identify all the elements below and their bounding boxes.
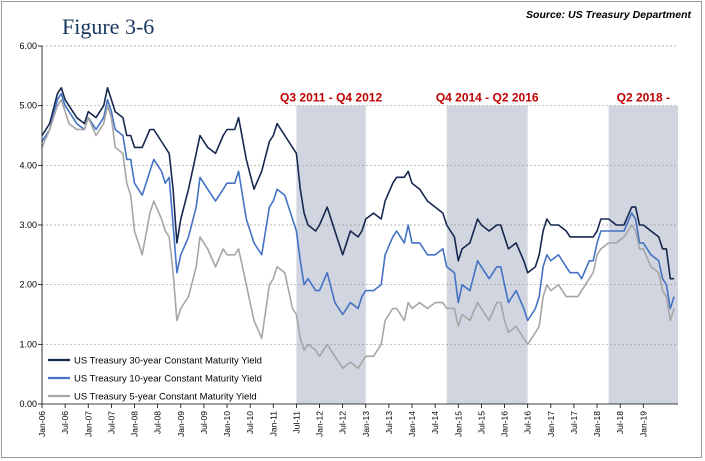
period-label: Q4 2014 - Q2 2016 — [436, 91, 539, 105]
x-tick-label: Jul-18 — [615, 411, 625, 434]
x-tick-label: Jul-16 — [523, 411, 533, 434]
figure-title: Figure 3-6 — [62, 14, 155, 39]
y-tick-label: 5.00 — [19, 101, 37, 111]
x-tick-label: Jul-09 — [199, 411, 209, 434]
y-tick-label: 1.00 — [19, 339, 37, 349]
y-tick-label: 0.00 — [19, 399, 37, 409]
y-tick-label: 6.00 — [19, 41, 37, 51]
x-tick-label: Jul-13 — [384, 411, 394, 434]
legend-label: US Treasury 10-year Constant Maturity Yi… — [74, 374, 262, 385]
legend-label: US Treasury 5-year Constant Maturity Yie… — [74, 392, 257, 403]
x-tick-label: Jan-17 — [546, 411, 556, 437]
legend-label: US Treasury 30-year Constant Maturity Yi… — [74, 356, 262, 367]
x-tick-label: Jul-06 — [60, 411, 70, 434]
x-tick-label: Jul-11 — [291, 411, 301, 434]
series-line-2 — [41, 92, 675, 322]
series-line-1 — [41, 87, 675, 280]
x-tick-label: Jul-14 — [430, 411, 440, 434]
x-tick-label: Jan-10 — [222, 411, 232, 437]
period-label: Q3 2011 - Q4 2012 — [280, 91, 382, 105]
y-axis-ticks: 0.00 1.00 2.00 3.00 4.00 5.00 6.00 — [19, 41, 42, 409]
x-tick-label: Jan-16 — [500, 411, 510, 437]
legend: US Treasury 30-year Constant Maturity Yi… — [48, 356, 262, 403]
shaded-periods — [296, 105, 678, 405]
x-tick-label: Jul-07 — [106, 411, 116, 434]
period-label: Q2 2018 - — [617, 91, 670, 105]
axes — [41, 46, 678, 405]
x-tick-label: Jan-19 — [638, 411, 648, 437]
x-tick-label: Jan-08 — [130, 411, 140, 437]
x-tick-label: Jul-15 — [476, 411, 486, 434]
x-tick-label: Jan-14 — [407, 411, 417, 437]
period-labels: Q3 2011 - Q4 2012 Q4 2014 - Q2 2016 Q2 201… — [280, 91, 670, 105]
x-tick-label: Jan-11 — [268, 411, 278, 437]
series-line-3 — [41, 98, 675, 369]
x-tick-label: Jan-15 — [453, 411, 463, 437]
x-tick-label: Jul-12 — [338, 411, 348, 434]
x-tick-label: Jul-08 — [153, 411, 163, 434]
x-tick-label: Jan-13 — [361, 411, 371, 437]
x-tick-label: Jan-12 — [315, 411, 325, 437]
source-note: Source: US Treasury Department — [526, 9, 691, 21]
x-tick-label: Jan-07 — [83, 411, 93, 437]
x-axis-ticks: Jan-06 Jul-06 Jan-07 Jul-07 Jan-08 Jul-08 Jan-… — [37, 404, 648, 437]
x-tick-label: Jan-06 — [37, 411, 47, 437]
y-tick-label: 2.00 — [19, 280, 37, 290]
x-tick-label: Jan-09 — [176, 411, 186, 437]
x-tick-label: Jan-18 — [592, 411, 602, 437]
x-tick-label: Jul-17 — [569, 411, 579, 434]
series-lines — [41, 87, 675, 369]
y-tick-label: 4.00 — [19, 160, 37, 170]
shaded-period — [296, 105, 366, 405]
x-tick-label: Jul-10 — [245, 411, 255, 434]
shaded-period — [446, 105, 528, 405]
y-tick-label: 3.00 — [19, 220, 37, 230]
